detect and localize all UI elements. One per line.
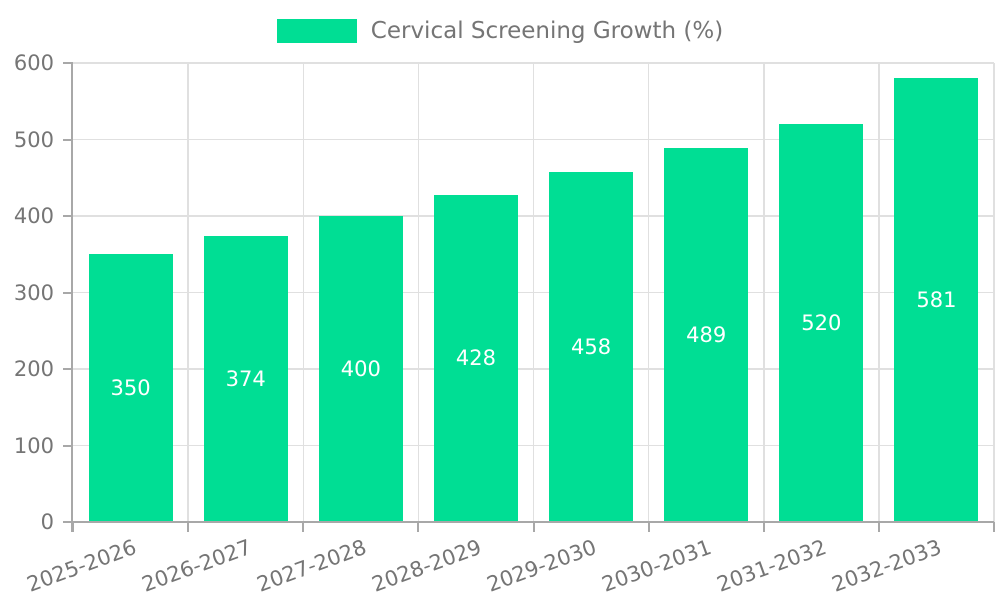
legend-label: Cervical Screening Growth (%): [370, 18, 724, 44]
y-tick-mark: [63, 62, 73, 64]
y-tick-label: 100: [13, 433, 54, 458]
bar[interactable]: 581: [894, 77, 979, 522]
bar-value-label: 374: [225, 366, 266, 391]
y-tick-label: 300: [13, 280, 54, 305]
bar-value-label: 581: [916, 287, 957, 312]
y-tick-label: 600: [13, 51, 54, 75]
y-axis-line: [71, 63, 73, 532]
y-tick-mark: [63, 215, 73, 217]
x-tick-mark: [532, 522, 535, 532]
gridline-vertical: [647, 63, 650, 522]
x-tick-mark: [72, 522, 74, 532]
x-tick-mark: [647, 522, 650, 532]
bar-value-label: 458: [571, 334, 612, 359]
x-axis-line: [71, 521, 994, 523]
bar[interactable]: 520: [779, 124, 864, 522]
y-tick-mark: [63, 291, 73, 294]
x-tick-mark: [762, 522, 765, 532]
bar-value-label: 489: [686, 322, 727, 347]
x-tick-mark: [993, 522, 995, 532]
legend-item[interactable]: Cervical Screening Growth (%): [0, 18, 1000, 44]
y-tick-mark: [63, 368, 73, 370]
x-tick-mark: [187, 522, 190, 532]
x-tick-mark: [302, 522, 305, 532]
bar[interactable]: 350: [88, 254, 173, 522]
gridline-vertical: [763, 63, 765, 522]
gridline-vertical: [878, 63, 880, 522]
gridline-vertical: [993, 63, 995, 522]
x-tick-mark: [417, 522, 420, 532]
y-tick-mark: [63, 138, 73, 141]
y-tick-label: 400: [13, 204, 54, 228]
gridline-vertical: [187, 63, 189, 522]
bar-value-label: 520: [801, 311, 842, 336]
bar[interactable]: 428: [433, 194, 518, 522]
gridline-vertical: [532, 63, 535, 522]
legend-swatch: [276, 19, 357, 43]
bar[interactable]: 489: [664, 147, 749, 522]
bar-value-label: 350: [110, 376, 151, 401]
bar[interactable]: 458: [549, 171, 634, 522]
y-tick-label: 200: [13, 357, 54, 381]
y-tick-mark: [63, 521, 73, 523]
x-tick-mark: [877, 522, 880, 532]
y-tick-label: 500: [13, 127, 54, 152]
bar-value-label: 428: [455, 346, 496, 371]
gridline-horizontal: [73, 62, 994, 64]
gridline-vertical: [417, 63, 420, 522]
gridline-vertical: [302, 63, 304, 522]
bar[interactable]: 374: [203, 235, 288, 522]
y-tick-mark: [63, 444, 73, 447]
bar[interactable]: 400: [318, 216, 403, 522]
bar-value-label: 400: [340, 357, 381, 381]
y-tick-label: 0: [40, 510, 54, 534]
